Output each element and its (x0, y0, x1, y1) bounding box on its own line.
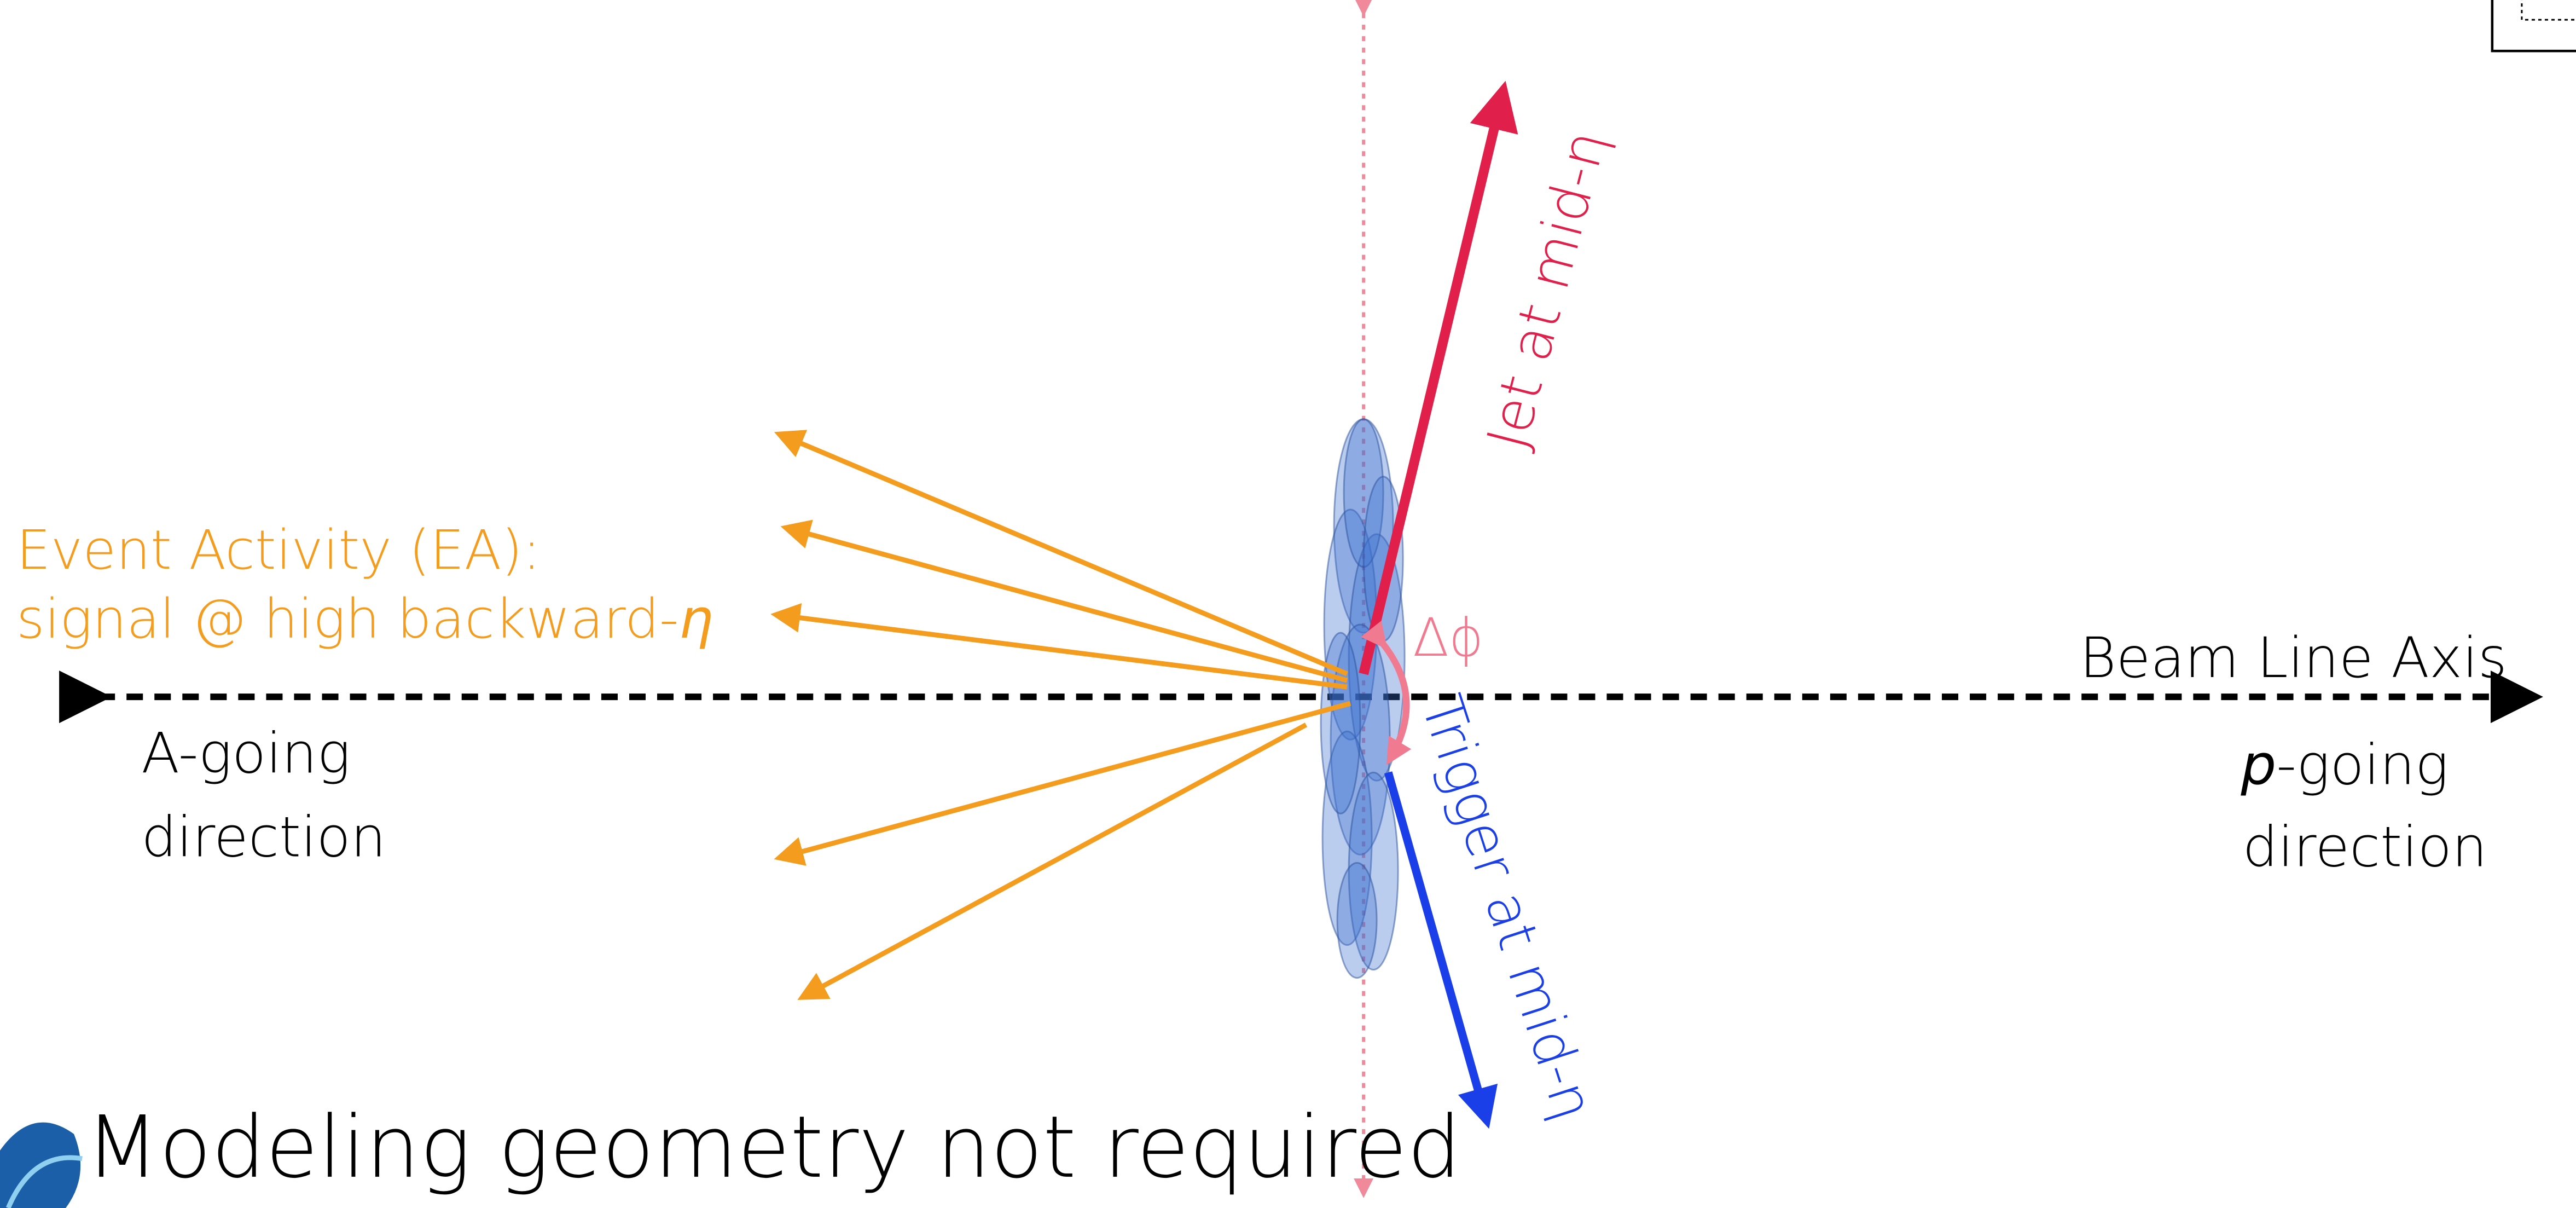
logo (0, 1123, 82, 1208)
ea-arrows (775, 434, 1350, 998)
p-going-2: direction (2242, 814, 2487, 880)
a-going-1: A-going (141, 721, 350, 786)
diagram: Event Activity (EA): signal @ high backw… (0, 0, 2576, 1208)
ea-signal: signal @ high backward-η (16, 588, 713, 651)
ea-title: Event Activity (EA): (16, 519, 541, 582)
jet-arrow (1364, 90, 1503, 674)
frame-box (2492, 0, 2576, 51)
frame-box-inner (2522, 0, 2576, 20)
delta-phi-label: Δϕ (1413, 607, 1483, 668)
a-going-2: direction (141, 805, 386, 870)
ea-signal-text: signal @ high backward- (16, 588, 679, 651)
p-going-symbol: p (2240, 732, 2276, 797)
collision-blob (1321, 419, 1405, 978)
p-going-text: -going (2276, 732, 2449, 797)
beam-axis-label: Beam Line Axis (2080, 626, 2507, 691)
p-going-1: p-going (2240, 732, 2449, 797)
ea-label: Event Activity (EA): signal @ high backw… (16, 519, 713, 651)
trigger-label: Trigger at mid-η (1408, 687, 1606, 1128)
jet-label: Jet at mid-η (1475, 124, 1619, 455)
ea-signal-symbol: η (679, 588, 713, 651)
page: {"labels": { "ea_title": "Event Activity… (0, 0, 2576, 1208)
footer: Modeling geometry not required (85, 1097, 1461, 1197)
